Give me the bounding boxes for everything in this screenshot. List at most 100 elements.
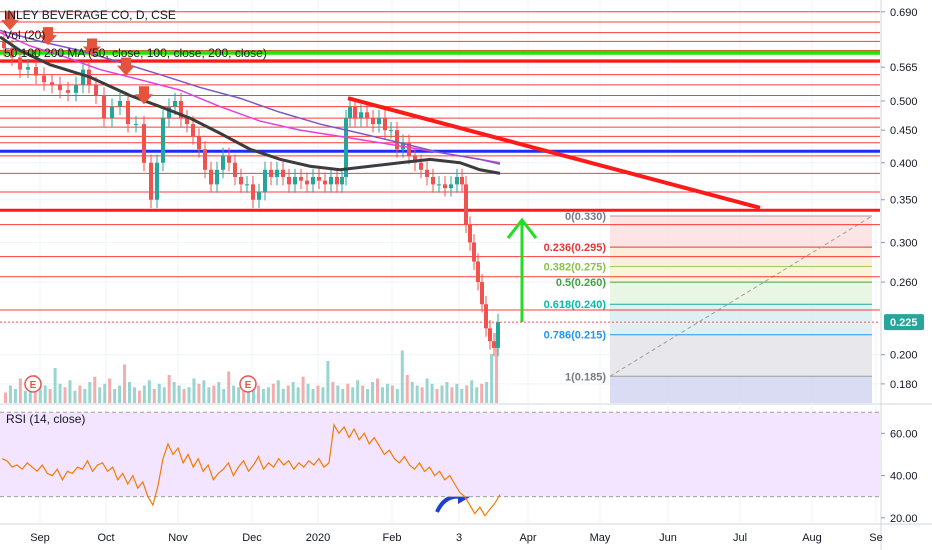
moving-average-line [0,31,501,164]
volume-bar [286,385,290,403]
volume-bar [366,389,370,403]
candle-body [227,155,231,163]
volume-bar [276,380,280,403]
fib-band [610,376,872,403]
volume-bar [28,387,32,403]
y-tick-label: 0.350 [890,195,918,207]
candle-body [245,184,249,186]
volume-bar [207,387,211,403]
candle-body [134,124,138,126]
volume-bar [123,364,127,403]
candle-body [305,180,309,185]
candle-body [94,84,98,96]
candle-body [161,118,165,163]
volume-bar [48,389,52,403]
fibonacci-retracement[interactable]: 0(0.330) 0.236(0.295) 0.382(0.275) 0.5(0.26… [544,211,873,403]
volume-bar [261,389,265,403]
ma-legend-text: 50 100 200 MA (50, close, 100, close, 20… [4,46,267,60]
rsi-band [0,412,880,497]
candle-body [185,118,189,125]
volume-bar [197,383,201,403]
fib-level-label: 1(0.185) [565,371,606,383]
moving-average-line [0,29,501,165]
candle-body [383,118,387,131]
candle-body [81,69,85,85]
rsi-tick-label: 60.00 [890,428,918,440]
volume-bar [88,382,92,403]
volume-bar [202,380,206,403]
candle-body [425,169,429,177]
fib-level-label: 0.786(0.215) [544,330,607,342]
volume-bar [380,387,384,403]
candle-body [173,100,177,107]
volume-bar [137,390,141,403]
ma-legend: 50 100 200 MA (50, close, 100, close, 20… [4,46,267,60]
x-tick-label: 3 [456,532,462,544]
candle-body [472,242,476,262]
sell-arrow-icon [117,57,135,76]
volume-bar [435,389,439,403]
volume-bar [351,387,355,403]
candle-body [102,95,106,119]
volume-bar [187,387,191,403]
volume-bar [73,390,77,403]
candle-body [2,41,6,49]
candle-body [269,169,273,177]
volume-bar [460,389,464,403]
volume-bar [13,389,17,403]
earnings-icon [239,375,257,393]
volume-bar [291,382,295,403]
volume-bar [128,382,131,403]
y-tick-label: 0.565 [890,62,918,74]
volume-bar [361,385,365,403]
volume-bar [83,389,87,403]
volume-bar [495,333,499,403]
volume-bar [242,390,246,403]
volume-bar [192,378,196,403]
candle-body [257,191,261,200]
fib-level-label: 0(0.330) [565,211,606,223]
volume-bar [440,385,444,403]
candle-body [142,124,146,163]
volume-bar [465,385,469,403]
volume-bar [390,385,394,403]
volume-bar [385,383,389,403]
fib-level-label: 0.5(0.260) [556,277,606,289]
volume-bar [316,385,320,403]
candle-body [488,328,492,342]
candle-body [449,184,453,189]
volume-bar [256,385,260,403]
volume-bar [167,375,171,403]
volume-bar [142,385,146,403]
volume-bar [237,387,241,403]
sell-arrow-icon [39,27,57,46]
rsi-pane [0,411,880,517]
y-tick-label: 0.500 [890,96,918,108]
volume-bar [38,382,42,403]
volume-bar [93,376,97,403]
volume-bar [301,376,305,403]
horizontal-levels[interactable] [0,11,880,311]
x-tick-label: Sep [30,532,50,544]
candle-body [476,261,480,283]
candle-body [353,106,357,119]
y-tick-label: 0.180 [890,379,918,391]
volume-bar [326,361,330,403]
fib-level-label: 0.382(0.275) [544,262,607,274]
candle-body [407,142,411,156]
axes: Sep Oct Nov Dec 2020 Feb 3 Apr May Jun Jul Aug Se 0.6… [30,7,924,544]
volume-bar [18,378,22,403]
y-tick-label: 0.200 [890,350,918,362]
candle-body [335,176,339,185]
candle-body [118,100,122,107]
candle-body [365,112,369,119]
fib-band [610,304,872,335]
volume-bar [311,389,315,403]
candle-body [110,106,114,119]
candle-body [293,176,297,185]
volume-bar [157,383,161,403]
volume-bar [336,385,340,403]
volume-bar [78,385,82,403]
